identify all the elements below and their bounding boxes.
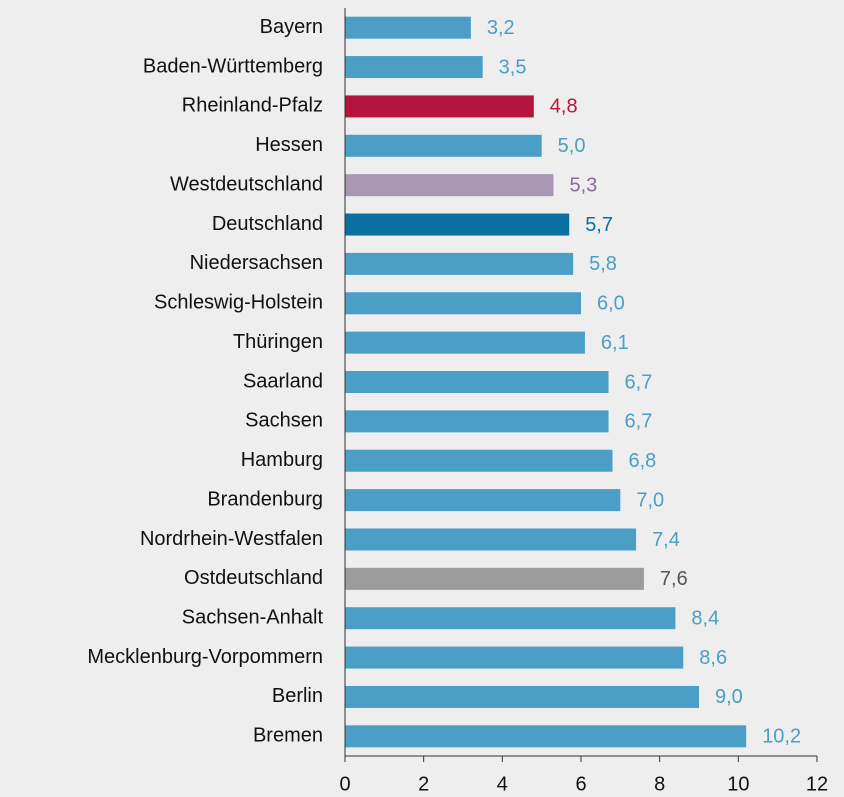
category-label: Berlin [272, 685, 323, 707]
value-label: 7,4 [652, 529, 680, 551]
bar [345, 685, 699, 708]
bar [345, 567, 644, 590]
bar [345, 646, 684, 669]
value-label: 10,2 [762, 726, 801, 748]
bar [345, 371, 609, 393]
bar [345, 292, 581, 315]
category-label: Nordrhein-Westfalen [140, 528, 323, 550]
bar [345, 213, 570, 236]
category-label: Bayern [260, 16, 323, 38]
bar [345, 252, 574, 275]
value-label: 6,8 [628, 450, 656, 472]
value-label: 8,4 [691, 607, 719, 629]
value-label: 6,1 [601, 332, 629, 354]
value-label: 5,7 [585, 214, 613, 236]
bar [345, 725, 747, 748]
value-label: 6,7 [625, 411, 653, 433]
bar [345, 449, 613, 472]
category-label: Thüringen [233, 331, 323, 353]
bar [345, 489, 621, 512]
bar [345, 607, 676, 630]
category-label: Deutschland [212, 213, 323, 235]
category-label: Mecklenburg-Vorpommern [87, 646, 323, 668]
bar [345, 134, 542, 157]
category-label: Rheinland-Pfalz [182, 95, 323, 117]
x-tick-label: 0 [339, 773, 350, 795]
x-tick-label: 2 [418, 773, 429, 795]
x-tick-label: 4 [497, 773, 508, 795]
category-label: Bremen [253, 725, 323, 747]
category-label: Saarland [243, 370, 323, 392]
value-label: 3,2 [487, 17, 515, 39]
category-label: Sachsen-Anhalt [182, 606, 324, 628]
bar [345, 410, 609, 433]
value-label: 5,3 [569, 174, 597, 196]
bar [345, 174, 554, 197]
category-label: Schleswig-Holstein [154, 292, 323, 314]
value-label: 8,6 [699, 647, 727, 669]
bar [345, 95, 534, 118]
category-label: Ostdeutschland [184, 567, 323, 589]
category-label: Westdeutschland [170, 173, 323, 195]
value-label: 7,6 [660, 568, 688, 590]
bar [345, 528, 637, 551]
x-tick-label: 10 [727, 773, 749, 795]
category-label: Brandenburg [207, 488, 323, 510]
category-label: Niedersachsen [190, 252, 323, 274]
x-tick-label: 12 [806, 773, 828, 795]
bar [345, 331, 585, 354]
value-label: 7,0 [636, 489, 664, 511]
category-label: Hessen [255, 134, 323, 156]
value-label: 5,8 [589, 253, 617, 275]
category-label: Hamburg [241, 449, 323, 471]
value-label: 5,0 [558, 135, 586, 157]
x-tick-label: 8 [654, 773, 665, 795]
value-label: 9,0 [715, 686, 743, 708]
x-tick-label: 6 [575, 773, 586, 795]
value-label: 6,0 [597, 293, 625, 315]
bar [345, 16, 471, 39]
bar [345, 56, 483, 79]
value-label: 3,5 [499, 56, 527, 78]
value-label: 4,8 [550, 96, 578, 118]
category-label: Baden-Württemberg [143, 55, 323, 77]
value-label: 6,7 [625, 371, 653, 393]
category-label: Sachsen [245, 410, 323, 432]
